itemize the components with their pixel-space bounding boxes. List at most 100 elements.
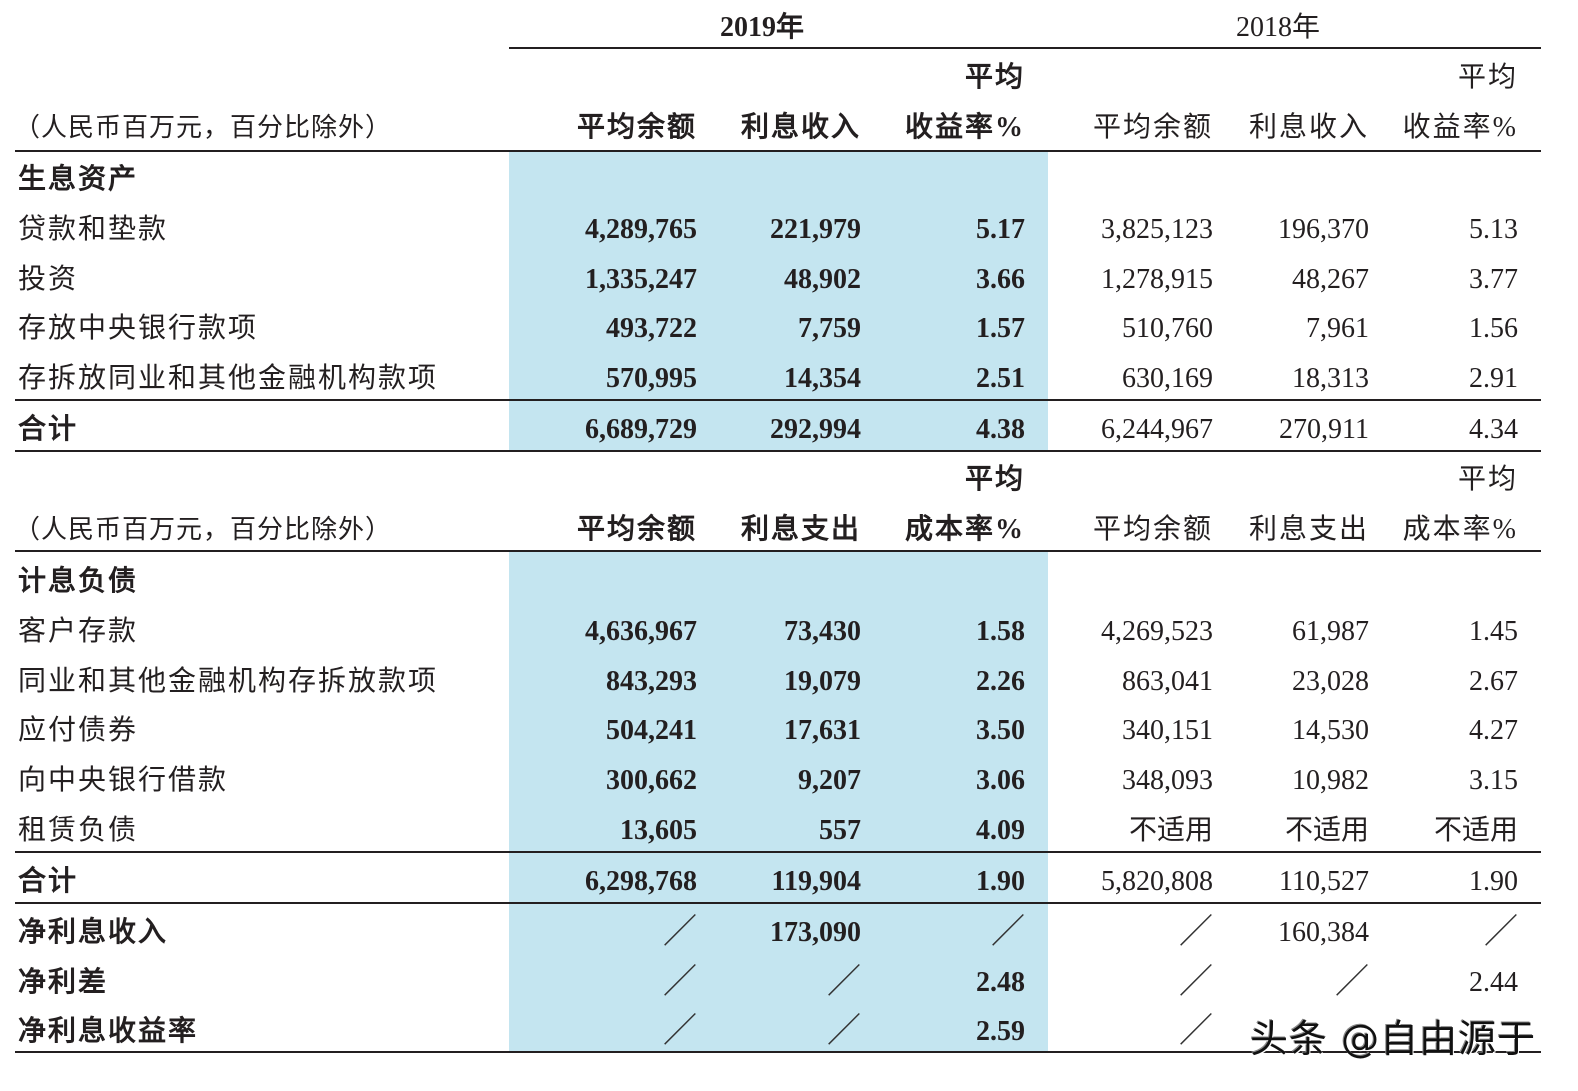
summary-row-label: 净利息收益率: [18, 1016, 199, 1047]
section-title-liabilities: 计息负债: [18, 566, 139, 597]
liability-row-label: 向中央银行借款: [18, 765, 229, 796]
summary-row-value: ／: [663, 914, 697, 951]
summary-row-value: ／: [1179, 1013, 1213, 1050]
asset-row-value: 7,759: [798, 313, 861, 344]
asset-row-label: 存拆放同业和其他金融机构款项: [18, 363, 439, 394]
liability-row-value: 557: [819, 815, 861, 846]
liability-row-value: 61,987: [1292, 616, 1369, 647]
summary-row-value: 2.59: [976, 1016, 1025, 1047]
unit-note: （人民币百万元，百分比除外）: [14, 515, 393, 544]
liability-row-value: 23,028: [1292, 666, 1369, 697]
summary-row-value: ／: [1484, 914, 1518, 951]
column-header: 利息支出: [1248, 514, 1369, 545]
asset-row-value: 1.56: [1469, 313, 1518, 344]
liability-total-value: 5,820,808: [1101, 866, 1213, 897]
liability-total-value: 110,527: [1279, 866, 1369, 897]
liability-row-value: 3.06: [976, 765, 1025, 796]
liability-row-value: 73,430: [784, 616, 861, 647]
asset-row-value: 18,313: [1292, 363, 1369, 394]
summary-row-value: ／: [1179, 964, 1213, 1001]
liability-total-label: 合计: [18, 866, 79, 897]
year-underline: [509, 47, 1541, 49]
liability-row-value: 3.50: [976, 715, 1025, 746]
header-rule: [15, 150, 1541, 152]
total-rule-bottom: [15, 902, 1541, 904]
summary-row-value: 173,090: [770, 917, 861, 948]
column-header: 收益率%: [904, 112, 1025, 143]
asset-row-value: 3.77: [1469, 264, 1518, 295]
total-rule-bottom: [15, 450, 1541, 452]
liability-row-value: 13,605: [620, 815, 697, 846]
rate-header-prefix-2019: 平均: [964, 464, 1025, 495]
rate-header-prefix-2018: 平均: [1457, 464, 1518, 495]
asset-row-value: 7,961: [1306, 313, 1369, 344]
asset-row-value: 630,169: [1122, 363, 1213, 394]
total-rule-top: [15, 399, 1541, 401]
year-2018-header: 2018年: [1236, 12, 1321, 43]
liability-row-value: 4.27: [1469, 715, 1518, 746]
liability-row-label: 租赁负债: [18, 815, 139, 846]
column-header: 成本率%: [1402, 514, 1518, 545]
asset-row-value: 3.66: [976, 264, 1025, 295]
section-title-assets: 生息资产: [18, 164, 139, 195]
liability-total-value: 1.90: [1469, 866, 1518, 897]
asset-total-value: 6,244,967: [1101, 414, 1213, 445]
summary-row-value: ／: [663, 964, 697, 1001]
asset-row-value: 570,995: [606, 363, 697, 394]
liability-row-label: 应付债券: [18, 715, 139, 746]
asset-row-value: 510,760: [1122, 313, 1213, 344]
liability-row-value: 340,151: [1122, 715, 1213, 746]
asset-row-value: 221,979: [770, 214, 861, 245]
asset-row-value: 5.13: [1469, 214, 1518, 245]
summary-row-value: ／: [991, 914, 1025, 951]
liability-row-value: 19,079: [784, 666, 861, 697]
highlight-2019-liabilities: [509, 552, 1048, 1052]
summary-row-value: ／: [827, 1013, 861, 1050]
column-header: 成本率%: [904, 514, 1025, 545]
summary-row-value: ／: [1179, 914, 1213, 951]
summary-row-value: ／: [663, 1013, 697, 1050]
column-header: 平均余额: [1092, 514, 1213, 545]
column-header: 利息收入: [740, 112, 861, 143]
asset-row-value: 48,902: [784, 264, 861, 295]
asset-row-value: 2.51: [976, 363, 1025, 394]
summary-row-value: 2.48: [976, 967, 1025, 998]
rate-header-prefix-2019: 平均: [964, 62, 1025, 93]
summary-row-value: 160,384: [1278, 917, 1369, 948]
asset-row-value: 196,370: [1278, 214, 1369, 245]
asset-row-value: 5.17: [976, 214, 1025, 245]
asset-row-label: 投资: [18, 264, 79, 295]
highlight-2019-assets: [509, 151, 1048, 450]
liability-row-value: 不适用: [1284, 815, 1369, 846]
asset-total-value: 4.38: [976, 414, 1025, 445]
total-rule-top: [15, 851, 1541, 853]
unit-note: （人民币百万元，百分比除外）: [14, 113, 393, 142]
summary-row-value: 2.44: [1469, 967, 1518, 998]
summary-row-value: ／: [1335, 964, 1369, 1001]
asset-total-value: 6,689,729: [585, 414, 697, 445]
liability-row-value: 4.09: [976, 815, 1025, 846]
liability-total-value: 119,904: [771, 866, 861, 897]
liability-total-value: 1.90: [976, 866, 1025, 897]
liability-row-value: 9,207: [798, 765, 861, 796]
asset-total-value: 4.34: [1469, 414, 1518, 445]
liability-row-value: 17,631: [784, 715, 861, 746]
asset-row-label: 存放中央银行款项: [18, 313, 259, 344]
column-header: 利息支出: [740, 514, 861, 545]
liability-row-value: 2.26: [976, 666, 1025, 697]
liability-row-value: 348,093: [1122, 765, 1213, 796]
column-header: 利息收入: [1248, 112, 1369, 143]
liability-total-value: 6,298,768: [585, 866, 697, 897]
asset-row-value: 1,278,915: [1101, 264, 1213, 295]
header-rule: [15, 550, 1541, 552]
column-header: 收益率%: [1402, 112, 1518, 143]
table-bottom-rule: [15, 1051, 1541, 1053]
column-header: 平均余额: [1092, 112, 1213, 143]
asset-row-value: 2.91: [1469, 363, 1518, 394]
asset-row-value: 493,722: [606, 313, 697, 344]
liability-row-value: 3.15: [1469, 765, 1518, 796]
column-header: 平均余额: [576, 112, 697, 143]
liability-row-value: 10,982: [1292, 765, 1369, 796]
liability-row-value: 843,293: [606, 666, 697, 697]
liability-row-label: 客户存款: [18, 616, 139, 647]
